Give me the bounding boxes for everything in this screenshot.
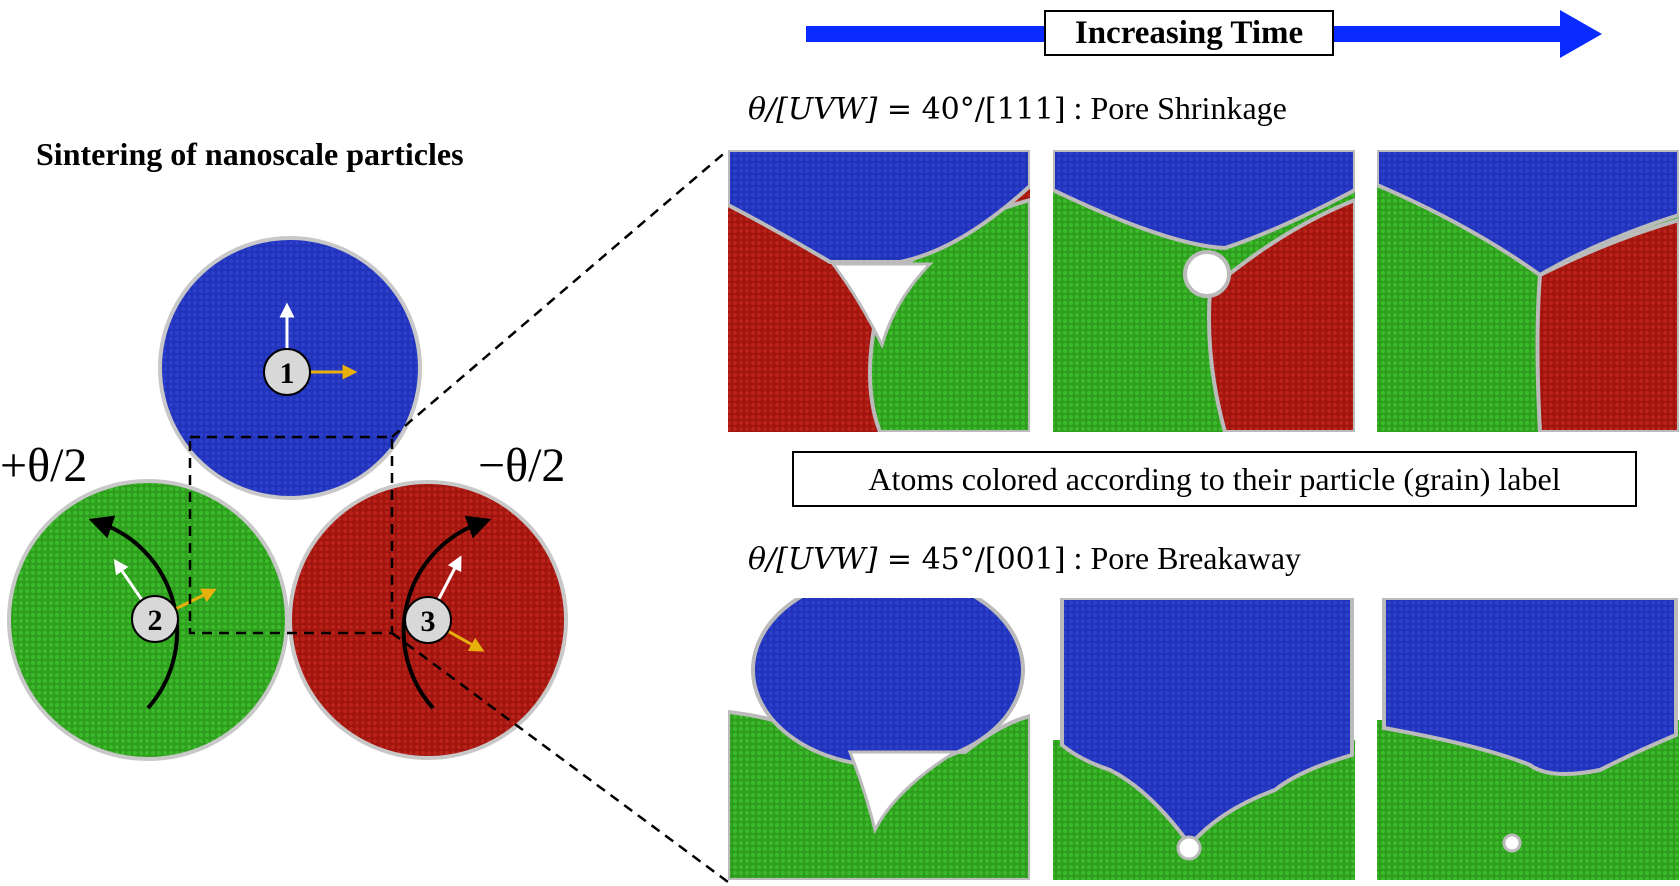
row2-math: θ/[UVW]	[748, 542, 878, 577]
color-legend-box: Atoms colored according to their particl…	[792, 451, 1637, 507]
zoom-box	[188, 149, 729, 884]
particle-badge-1: 1	[263, 348, 311, 396]
panel-r1-t1	[728, 150, 1030, 432]
particle-badge-2: 2	[131, 595, 179, 643]
rotation-label-right: −θ/2	[478, 439, 566, 492]
rotation-label-left: +θ/2	[0, 439, 88, 492]
figure-left-title: Sintering of nanoscale particles	[36, 136, 464, 172]
particle-label-1: 1	[280, 357, 295, 390]
panel-r1-t2	[1053, 150, 1355, 432]
row1-math: θ/[UVW]	[748, 92, 878, 127]
row1-suffix: : Pore Shrinkage	[1065, 90, 1287, 126]
panel-r2-t3	[1377, 598, 1679, 880]
particle-badge-3: 3	[404, 596, 452, 644]
panel-r2-t2	[1053, 598, 1355, 880]
row2-eq: = 45°/[001]	[877, 542, 1066, 577]
row1-eq: = 40°/[111]	[877, 92, 1066, 127]
rotation-arrow-left	[88, 515, 180, 710]
time-label: Increasing Time	[1044, 10, 1334, 56]
particle-label-3: 3	[421, 605, 436, 638]
panel-r2-t1	[728, 598, 1030, 880]
row2-title: θ/[UVW] = 45°/[001] : Pore Breakaway	[748, 540, 1301, 577]
row2-suffix: : Pore Breakaway	[1065, 540, 1302, 576]
row1-title: θ/[UVW] = 40°/[111] : Pore Shrinkage	[748, 90, 1287, 127]
rotation-arrow-right	[401, 515, 492, 710]
panel-r1-t3	[1377, 150, 1679, 432]
particle-label-2: 2	[148, 604, 163, 637]
